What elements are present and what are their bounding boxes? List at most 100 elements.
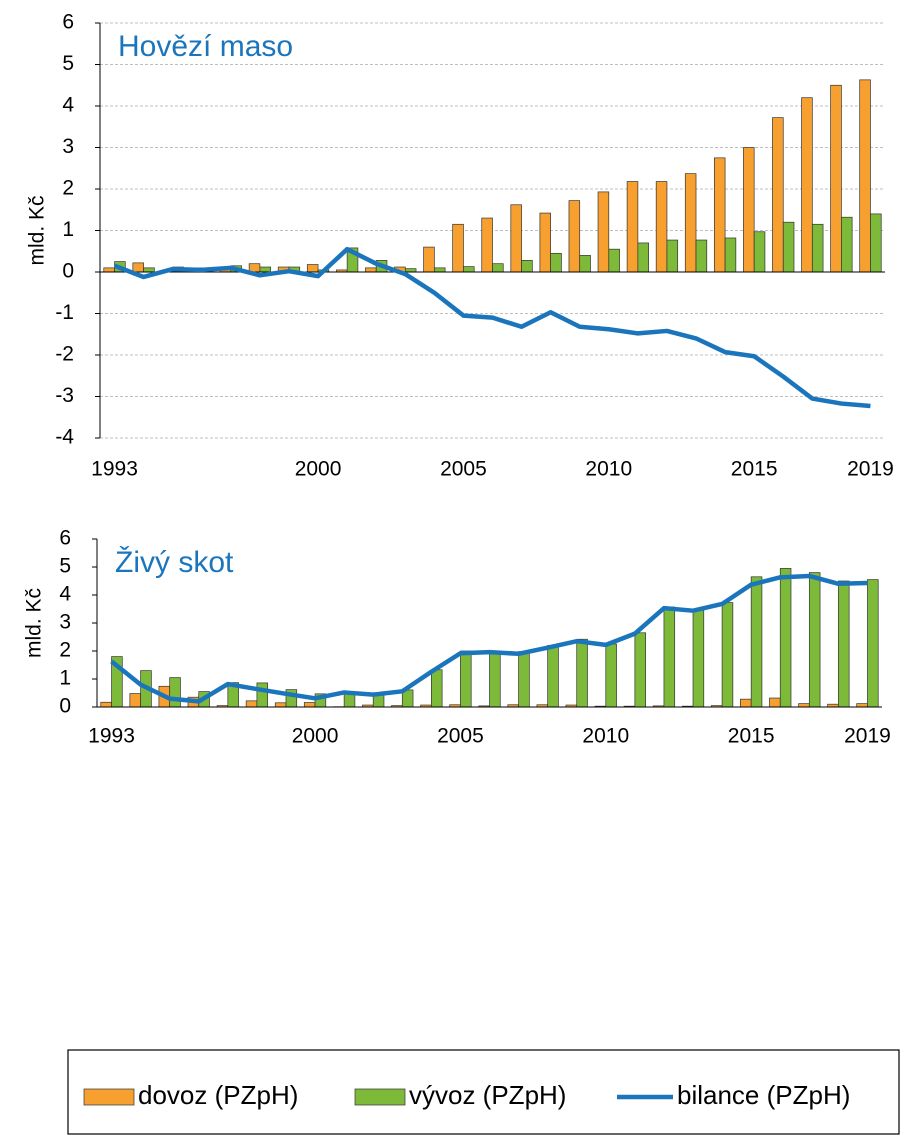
bar	[634, 632, 646, 708]
bar	[547, 645, 559, 708]
chart-title: Živý skot	[115, 546, 234, 579]
line	[113, 246, 871, 409]
bar	[365, 267, 377, 273]
x-tick-label: 2010	[582, 725, 629, 748]
x-tick-label: 2019	[847, 458, 894, 481]
bar	[838, 580, 850, 708]
y-axis-label: mld. Kč	[23, 588, 46, 658]
bar	[423, 246, 435, 273]
y-axis-label: mld. Kč	[26, 195, 49, 265]
legend-label: bilance (PZpH)	[677, 1080, 850, 1110]
y-tick-label: 5	[62, 52, 74, 75]
bar	[169, 677, 181, 708]
bar	[579, 255, 591, 273]
bar	[695, 239, 708, 273]
x-tick-label: 2005	[437, 725, 484, 748]
y-tick-label: -4	[55, 426, 74, 449]
x-tick-label: 2015	[728, 725, 775, 748]
y-tick-label: -1	[55, 301, 74, 324]
y-tick-label: 1	[59, 667, 71, 690]
bar	[772, 117, 784, 273]
bar	[808, 572, 821, 708]
bar	[724, 237, 737, 273]
y-tick-label: -2	[55, 343, 74, 366]
bar	[143, 267, 155, 273]
bar	[655, 181, 668, 273]
bar	[434, 267, 446, 273]
bar	[811, 223, 824, 273]
y-tick-label: 4	[59, 583, 71, 606]
bar	[779, 568, 792, 708]
bar	[132, 262, 144, 273]
bar	[750, 576, 763, 708]
y-tick-label: 6	[62, 11, 74, 34]
bar	[721, 602, 734, 708]
bar	[463, 266, 475, 273]
bar	[259, 266, 272, 273]
y-tick-label: 4	[62, 94, 74, 117]
bar	[753, 231, 766, 273]
bar	[867, 579, 879, 708]
x-tick-label: 1993	[88, 725, 135, 748]
legend-swatch	[83, 1088, 135, 1106]
legend-label: dovoz (PZpH)	[138, 1080, 298, 1110]
bar	[521, 260, 533, 273]
bar	[539, 212, 551, 273]
legend-box	[67, 1049, 900, 1135]
bar	[510, 204, 522, 273]
legend-label: vývoz (PZpH)	[409, 1080, 566, 1110]
bar	[306, 264, 319, 273]
bar	[550, 252, 562, 273]
bar	[274, 702, 287, 708]
bar	[605, 643, 617, 708]
line	[110, 573, 868, 704]
bar	[692, 609, 705, 708]
x-tick-label: 2010	[585, 458, 632, 481]
bar	[782, 221, 795, 273]
x-tick-label: 2005	[440, 458, 487, 481]
bar	[518, 651, 530, 708]
bar	[798, 703, 810, 708]
bar	[489, 650, 501, 708]
bar	[713, 157, 726, 273]
y-tick-label: 3	[59, 611, 71, 634]
bar	[663, 606, 676, 708]
y-tick-label: 1	[62, 218, 74, 241]
bar	[608, 248, 620, 273]
x-tick-label: 2015	[731, 458, 778, 481]
bar	[740, 698, 752, 708]
bar	[431, 669, 443, 708]
y-tick-label: 0	[59, 695, 71, 718]
y-tick-label: 6	[59, 527, 71, 550]
bar	[100, 701, 112, 708]
bar	[245, 700, 258, 708]
bar	[830, 84, 842, 273]
x-tick-label: 2000	[292, 725, 339, 748]
bar	[492, 263, 504, 273]
bar	[666, 239, 679, 273]
y-tick-label: 2	[59, 639, 71, 662]
y-tick-label: 3	[62, 135, 74, 158]
bar	[859, 79, 871, 273]
x-tick-label: 2000	[295, 458, 342, 481]
bar	[856, 703, 868, 708]
y-tick-label: 2	[62, 177, 74, 200]
y-tick-label: 5	[59, 555, 71, 578]
bar	[841, 216, 853, 273]
bar	[481, 217, 493, 273]
bar	[743, 147, 755, 273]
y-tick-label: -3	[55, 384, 74, 407]
x-tick-label: 1993	[91, 458, 138, 481]
bar	[870, 213, 882, 273]
chart-title: Hovězí maso	[118, 30, 293, 63]
bar	[626, 181, 639, 273]
bar	[460, 650, 472, 708]
bar	[769, 697, 781, 708]
bar	[597, 191, 610, 273]
bar	[303, 702, 316, 708]
bar	[103, 267, 115, 273]
x-tick-label: 2019	[844, 725, 891, 748]
y-tick-label: 0	[62, 260, 74, 283]
